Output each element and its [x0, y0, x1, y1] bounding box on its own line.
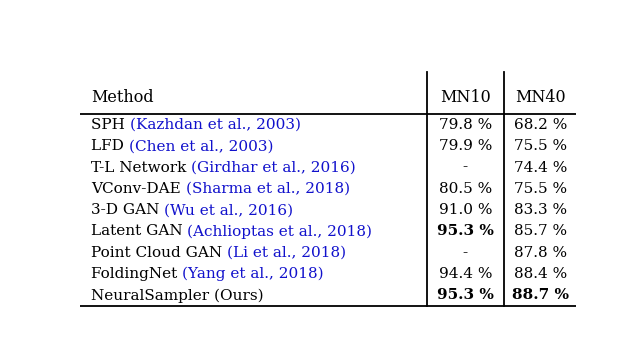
- Text: Method: Method: [91, 89, 154, 106]
- Text: SPH: SPH: [91, 118, 130, 132]
- Text: (Wu et al., 2016): (Wu et al., 2016): [164, 203, 293, 217]
- Text: (Achlioptas et al., 2018): (Achlioptas et al., 2018): [188, 224, 372, 239]
- Text: (Kazhdan et al., 2003): (Kazhdan et al., 2003): [130, 118, 301, 132]
- Text: -: -: [463, 161, 468, 175]
- Text: (Li et al., 2018): (Li et al., 2018): [227, 246, 346, 260]
- Text: MN40: MN40: [515, 89, 566, 106]
- Text: 95.3 %: 95.3 %: [437, 288, 494, 303]
- Text: p  g          p  f: p g p f: [91, 49, 212, 67]
- Text: 75.5 %: 75.5 %: [514, 139, 567, 153]
- Text: 3-D GAN: 3-D GAN: [91, 203, 164, 217]
- Text: 68.2 %: 68.2 %: [514, 118, 567, 132]
- Text: -: -: [463, 246, 468, 260]
- Text: Latent GAN: Latent GAN: [91, 225, 188, 239]
- Text: Point Cloud GAN: Point Cloud GAN: [91, 246, 227, 260]
- Text: 79.8 %: 79.8 %: [439, 118, 492, 132]
- Text: 95.3 %: 95.3 %: [437, 225, 494, 239]
- Text: 75.5 %: 75.5 %: [514, 182, 567, 196]
- Text: 91.0 %: 91.0 %: [438, 203, 492, 217]
- Text: FoldingNet: FoldingNet: [91, 267, 182, 281]
- Text: 88.7 %: 88.7 %: [512, 288, 569, 303]
- Text: 88.4 %: 88.4 %: [514, 267, 567, 281]
- Text: 94.4 %: 94.4 %: [438, 267, 492, 281]
- Text: 79.9 %: 79.9 %: [438, 139, 492, 153]
- Text: (Sharma et al., 2018): (Sharma et al., 2018): [186, 182, 349, 196]
- Text: MN10: MN10: [440, 89, 491, 106]
- Text: LFD: LFD: [91, 139, 129, 153]
- Text: (Girdhar et al., 2016): (Girdhar et al., 2016): [191, 161, 356, 175]
- Text: (Chen et al., 2003): (Chen et al., 2003): [129, 139, 273, 153]
- Text: T-L Network: T-L Network: [91, 161, 191, 175]
- Text: (Yang et al., 2018): (Yang et al., 2018): [182, 267, 324, 281]
- Text: 74.4 %: 74.4 %: [514, 161, 567, 175]
- Text: 85.7 %: 85.7 %: [514, 225, 567, 239]
- Text: 87.8 %: 87.8 %: [514, 246, 567, 260]
- Text: 80.5 %: 80.5 %: [439, 182, 492, 196]
- Text: NeuralSampler (Ours): NeuralSampler (Ours): [91, 288, 264, 303]
- Text: VConv-DAE: VConv-DAE: [91, 182, 186, 196]
- Text: 83.3 %: 83.3 %: [514, 203, 567, 217]
